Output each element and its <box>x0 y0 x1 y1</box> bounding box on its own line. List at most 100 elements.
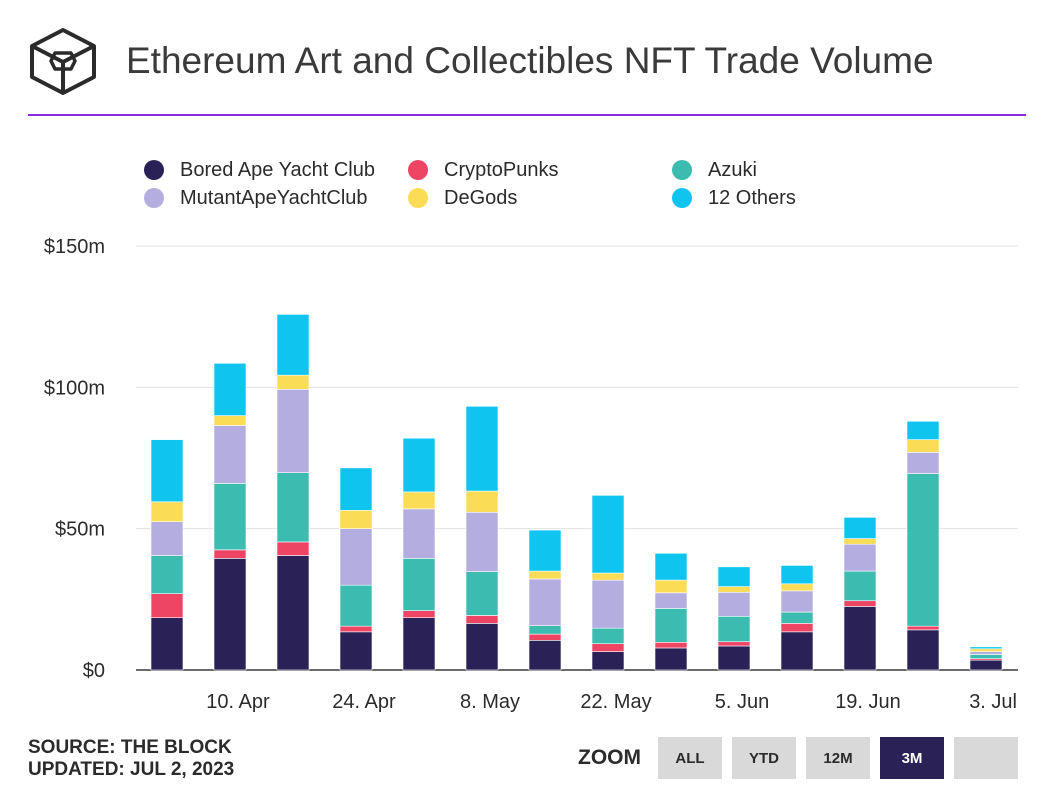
bar-segment[interactable] <box>213 363 247 416</box>
bar-segment[interactable] <box>969 646 1003 650</box>
bar-segment[interactable] <box>654 552 688 581</box>
bar-segment[interactable] <box>465 405 499 492</box>
y-tick-label: $50m <box>55 519 105 541</box>
bar-segment[interactable] <box>213 558 247 671</box>
bar-segment[interactable] <box>150 555 184 594</box>
bar-segment[interactable] <box>276 472 310 543</box>
bar-segment[interactable] <box>402 508 436 559</box>
bar-segment[interactable] <box>906 420 940 440</box>
bar-segment[interactable] <box>213 425 247 484</box>
bar-segment[interactable] <box>528 570 562 580</box>
zoom-all-button[interactable]: ALL <box>658 737 722 779</box>
bar-segment[interactable] <box>150 501 184 522</box>
bar-segment[interactable] <box>843 517 877 539</box>
bar-segment[interactable] <box>654 641 688 649</box>
bar-segment[interactable] <box>654 608 688 643</box>
bar-segment[interactable] <box>717 586 751 593</box>
legend-item-degods[interactable]: DeGods <box>408 186 517 210</box>
bar-segment[interactable] <box>591 579 625 629</box>
bar-segment[interactable] <box>339 467 373 511</box>
bar-segment[interactable] <box>402 610 436 619</box>
bar-segment[interactable] <box>465 615 499 624</box>
bar-segment[interactable] <box>969 651 1003 655</box>
bar-segment[interactable] <box>339 631 373 671</box>
bar-segment[interactable] <box>906 629 940 671</box>
x-tick-label: 22. May <box>580 691 651 713</box>
bar-segment[interactable] <box>906 473 940 627</box>
bar-segment[interactable] <box>591 572 625 581</box>
bar-segment[interactable] <box>276 541 310 556</box>
legend-item-cryptopunks[interactable]: CryptoPunks <box>408 158 559 182</box>
bar-segment[interactable] <box>528 640 562 671</box>
bar-segment[interactable] <box>717 615 751 643</box>
bar-segment[interactable] <box>591 627 625 645</box>
bar-segment[interactable] <box>780 590 814 613</box>
legend-dot <box>672 188 692 208</box>
bar-segment[interactable] <box>591 495 625 574</box>
bar-segment[interactable] <box>717 645 751 671</box>
bar-segment[interactable] <box>465 511 499 572</box>
stacked-bar-chart: $0 $50m $100m $150m 10. Apr 24. Apr 8. May 22.… <box>44 236 1018 713</box>
bar-segment[interactable] <box>213 549 247 559</box>
zoom-ytd-button[interactable]: YTD <box>732 737 796 779</box>
bar-segment[interactable] <box>276 374 310 390</box>
bar-segment[interactable] <box>969 659 1003 671</box>
bar-segment[interactable] <box>276 314 310 376</box>
bar-segment[interactable] <box>465 490 499 513</box>
bar-segment[interactable] <box>339 584 373 627</box>
legend-item-bored-ape[interactable]: Bored Ape Yacht Club <box>144 158 375 182</box>
bar-segment[interactable] <box>528 529 562 572</box>
bar-segment[interactable] <box>843 538 877 545</box>
bar-segment[interactable] <box>276 389 310 473</box>
bar-segment[interactable] <box>150 617 184 671</box>
bar-segment[interactable] <box>843 600 877 607</box>
bar-segment[interactable] <box>780 565 814 585</box>
x-axis-ticks: 10. Apr 24. Apr 8. May 22. May 5. Jun 19. Jun… <box>206 691 1017 713</box>
bar-segment[interactable] <box>150 439 184 503</box>
bar-segment[interactable] <box>213 483 247 551</box>
bar-segment[interactable] <box>402 437 436 493</box>
bar-segment[interactable] <box>780 631 814 671</box>
bar-segment[interactable] <box>213 415 247 426</box>
zoom-blank-button[interactable] <box>954 737 1018 779</box>
bar-segment[interactable] <box>591 651 625 671</box>
bar-segment[interactable] <box>717 591 751 617</box>
bar-segment[interactable] <box>402 491 436 510</box>
bar-segment[interactable] <box>276 555 310 671</box>
bar-segment[interactable] <box>654 579 688 594</box>
bar-segment[interactable] <box>465 623 499 671</box>
zoom-3m-button[interactable]: 3M <box>880 737 944 779</box>
legend-item-others[interactable]: 12 Others <box>672 186 796 210</box>
bar-segment[interactable] <box>402 558 436 611</box>
bar-segment[interactable] <box>717 566 751 587</box>
bar-segment[interactable] <box>780 583 814 592</box>
bar-segment[interactable] <box>339 509 373 529</box>
bar-segment[interactable] <box>402 617 436 671</box>
bar-segment[interactable] <box>339 528 373 586</box>
bar-segment[interactable] <box>591 643 625 652</box>
bar-segment[interactable] <box>906 452 940 474</box>
zoom-12m-button[interactable]: 12M <box>806 737 870 779</box>
bar-segment[interactable] <box>780 611 814 624</box>
bar-segment[interactable] <box>906 625 940 631</box>
bar-segment[interactable] <box>780 623 814 633</box>
bar-segment[interactable] <box>843 570 877 602</box>
bar-segment[interactable] <box>150 521 184 556</box>
bar-segment[interactable] <box>969 654 1003 659</box>
bar-segment[interactable] <box>654 647 688 671</box>
bar-segment[interactable] <box>528 633 562 641</box>
bar-segment[interactable] <box>843 543 877 572</box>
y-tick-label: $150m <box>44 236 105 258</box>
legend-item-mutant-ape[interactable]: MutantApeYachtClub <box>144 186 368 210</box>
bar-segment[interactable] <box>150 593 184 619</box>
bar-segment[interactable] <box>528 625 562 635</box>
legend-item-azuki[interactable]: Azuki <box>672 158 757 182</box>
bar-segment[interactable] <box>969 648 1003 652</box>
bar-segment[interactable] <box>528 578 562 626</box>
bar-segment[interactable] <box>654 592 688 609</box>
bar-segment[interactable] <box>843 606 877 671</box>
bar-segment[interactable] <box>717 641 751 647</box>
bar-segment[interactable] <box>906 439 940 453</box>
bar-segment[interactable] <box>465 571 499 616</box>
bar-segment[interactable] <box>339 625 373 633</box>
